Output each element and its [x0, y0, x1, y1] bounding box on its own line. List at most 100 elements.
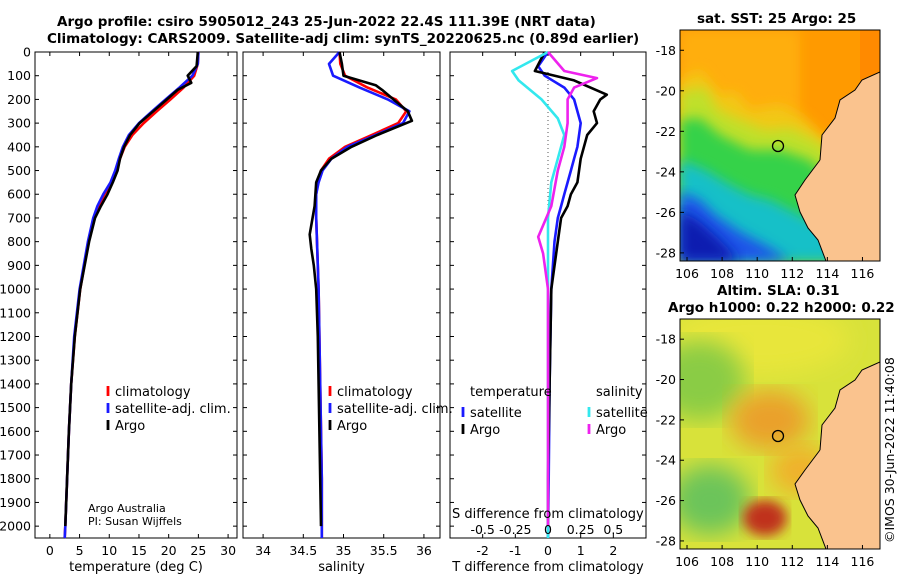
series-line-temperature-Argo [533, 51, 609, 527]
panel-salinity [242, 51, 441, 539]
figure-title-line2: Climatology: CARS2009. Satellite-adj cli… [47, 31, 640, 47]
depth-tick-label: 1800 [0, 471, 31, 486]
x-axis-label: T difference from climatology [451, 560, 644, 575]
map-x-tick-label: 108 [710, 266, 734, 281]
sla-map-title-line2: Argo h1000: 0.22 h2000: 0.22 [668, 300, 895, 316]
map-x-tick-label: 108 [710, 554, 734, 569]
panel-temperature [34, 51, 238, 539]
map-y-tick-label: -28 [656, 245, 676, 260]
x-tick-label: 35 [336, 543, 352, 558]
x2-tick-label: 0 [544, 522, 552, 537]
x-tick-label: 15 [131, 543, 147, 558]
map-x-tick-label: 112 [780, 266, 804, 281]
x-tick-label: 1 [577, 543, 585, 558]
map-y-tick-label: -18 [656, 332, 676, 347]
depth-tick-label: 1900 [0, 495, 31, 510]
x-tick-label: 35.5 [370, 543, 398, 558]
x-tick-label: 5 [76, 543, 84, 558]
legend-label: Argo [337, 419, 367, 434]
x2-tick-label: -0.5 [470, 522, 494, 537]
legend-label: climatology [115, 385, 191, 400]
map-y-tick-label: -26 [656, 493, 676, 508]
x-tick-label: -2 [476, 543, 488, 558]
map-y-tick-label: -22 [656, 124, 676, 139]
x-tick-label: 2 [609, 543, 617, 558]
x2-tick-label: 0.25 [567, 522, 595, 537]
annotation-line2: PI: Susan Wijffels [88, 515, 182, 528]
legend-label: satellite-adj. clim. [115, 402, 231, 417]
map-x-tick-label: 112 [780, 554, 804, 569]
legend-label: satellite-adj. clim. [337, 402, 453, 417]
depth-tick-label: 1300 [0, 353, 31, 368]
sla-map [679, 318, 881, 550]
x-tick-label: 25 [190, 543, 206, 558]
depth-tick-label: 0 [23, 45, 31, 60]
depth-tick-label: 200 [7, 92, 31, 107]
series-line-climatology [314, 51, 408, 538]
map-y-tick-label: -26 [656, 205, 676, 220]
series-line-climatology [63, 51, 200, 539]
depth-tick-label: 2000 [0, 519, 31, 534]
x-axis-label: temperature (deg C) [69, 560, 203, 575]
sla-argo-marker [771, 429, 785, 443]
map-y-tick-label: -20 [656, 372, 676, 387]
series-line-satellite-adj--clim [63, 51, 200, 539]
legend-temperature-title: temperature [470, 385, 552, 400]
depth-tick-label: 400 [7, 139, 31, 154]
map-x-tick-label: 110 [745, 266, 769, 281]
map-y-tick-label: -18 [656, 43, 676, 58]
map-x-tick-label: 106 [675, 266, 699, 281]
imos-timestamp: ©IMOS 30-Jun-2022 11:40:08 [882, 357, 897, 543]
x2-axis-label: S difference from climatology [452, 507, 644, 522]
depth-tick-label: 1100 [0, 305, 31, 320]
axes-box [242, 51, 441, 539]
x-tick-label: 36 [416, 543, 432, 558]
series-line-Argo [64, 51, 200, 527]
map-x-tick-label: 116 [851, 554, 875, 569]
sst-map [679, 29, 881, 262]
x2-tick-label: -0.25 [499, 522, 531, 537]
depth-tick-label: 1700 [0, 448, 31, 463]
x-tick-label: 30 [220, 543, 236, 558]
legend-label: satellite [470, 406, 522, 421]
depth-tick-label: 800 [7, 234, 31, 249]
series-line-salinity-Argo [536, 51, 599, 527]
depth-tick-label: 1000 [0, 282, 31, 297]
legend-label: Argo [470, 423, 500, 438]
sst-argo-marker [771, 139, 785, 153]
x-tick-label: -1 [509, 543, 521, 558]
x-tick-label: 0 [544, 543, 552, 558]
depth-tick-label: 100 [7, 68, 31, 83]
series-line-salinity-satellite [510, 50, 566, 538]
legend-label: satellite [596, 406, 648, 421]
depth-tick-label: 1400 [0, 376, 31, 391]
map-x-tick-label: 116 [851, 266, 875, 281]
legend-label: Argo [596, 423, 626, 438]
depth-tick-label: 1500 [0, 400, 31, 415]
x-tick-label: 10 [101, 543, 117, 558]
depth-tick-label: 900 [7, 258, 31, 273]
map-x-tick-label: 106 [675, 554, 699, 569]
depth-tick-label: 500 [7, 163, 31, 178]
legend-label: Argo [115, 419, 145, 434]
legend-salinity-title: salinity [596, 385, 643, 400]
map-y-tick-label: -20 [656, 83, 676, 98]
axes-box [34, 51, 238, 539]
map-y-tick-label: -24 [656, 164, 676, 179]
x-axis-label: salinity [318, 560, 365, 575]
map-y-tick-label: -22 [656, 412, 676, 427]
map-y-tick-label: -24 [656, 453, 676, 468]
depth-tick-label: 1600 [0, 424, 31, 439]
map-x-tick-label: 114 [815, 554, 839, 569]
x2-tick-label: 0.5 [603, 522, 623, 537]
x-tick-label: 20 [161, 543, 177, 558]
legend-label: climatology [337, 385, 413, 400]
depth-tick-label: 700 [7, 210, 31, 225]
sla-map-title-line1: Altim. SLA: 0.31 [717, 283, 840, 299]
x-tick-label: 34 [255, 543, 271, 558]
sst-map-title: sat. SST: 25 Argo: 25 [697, 11, 857, 27]
map-x-tick-label: 110 [745, 554, 769, 569]
x-tick-label: 0 [46, 543, 54, 558]
depth-tick-label: 600 [7, 187, 31, 202]
